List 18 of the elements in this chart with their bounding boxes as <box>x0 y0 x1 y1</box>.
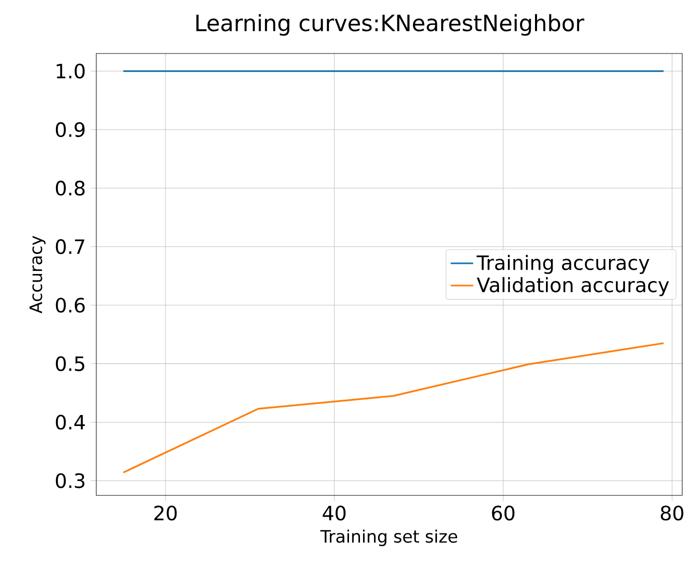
y-tick-label: 0.7 <box>56 238 84 254</box>
y-tick-label: 0.3 <box>56 473 84 488</box>
y-tick-label: 0.8 <box>56 180 85 196</box>
line-series <box>122 342 664 474</box>
legend-label: Training accuracy <box>476 254 650 274</box>
x-tick-label: 40 <box>322 505 346 520</box>
y-tick-label: 0.6 <box>56 297 85 312</box>
x-tick-label: 80 <box>660 505 684 520</box>
x-axis-title: Training set size <box>320 529 458 546</box>
legend-label: Validation accuracy <box>476 276 669 296</box>
y-tick-label: 1.0 <box>56 63 85 78</box>
x-tick-label: 20 <box>154 505 177 520</box>
y-tick-label: 0.4 <box>56 414 85 430</box>
y-tick-label: 0.5 <box>56 356 84 371</box>
chart-title: Learning curves:KNearestNeighbor <box>196 14 584 36</box>
y-tick-label: 0.9 <box>56 122 85 137</box>
x-tick-label: 60 <box>492 505 514 520</box>
y-axis-title: Accuracy <box>30 236 46 314</box>
